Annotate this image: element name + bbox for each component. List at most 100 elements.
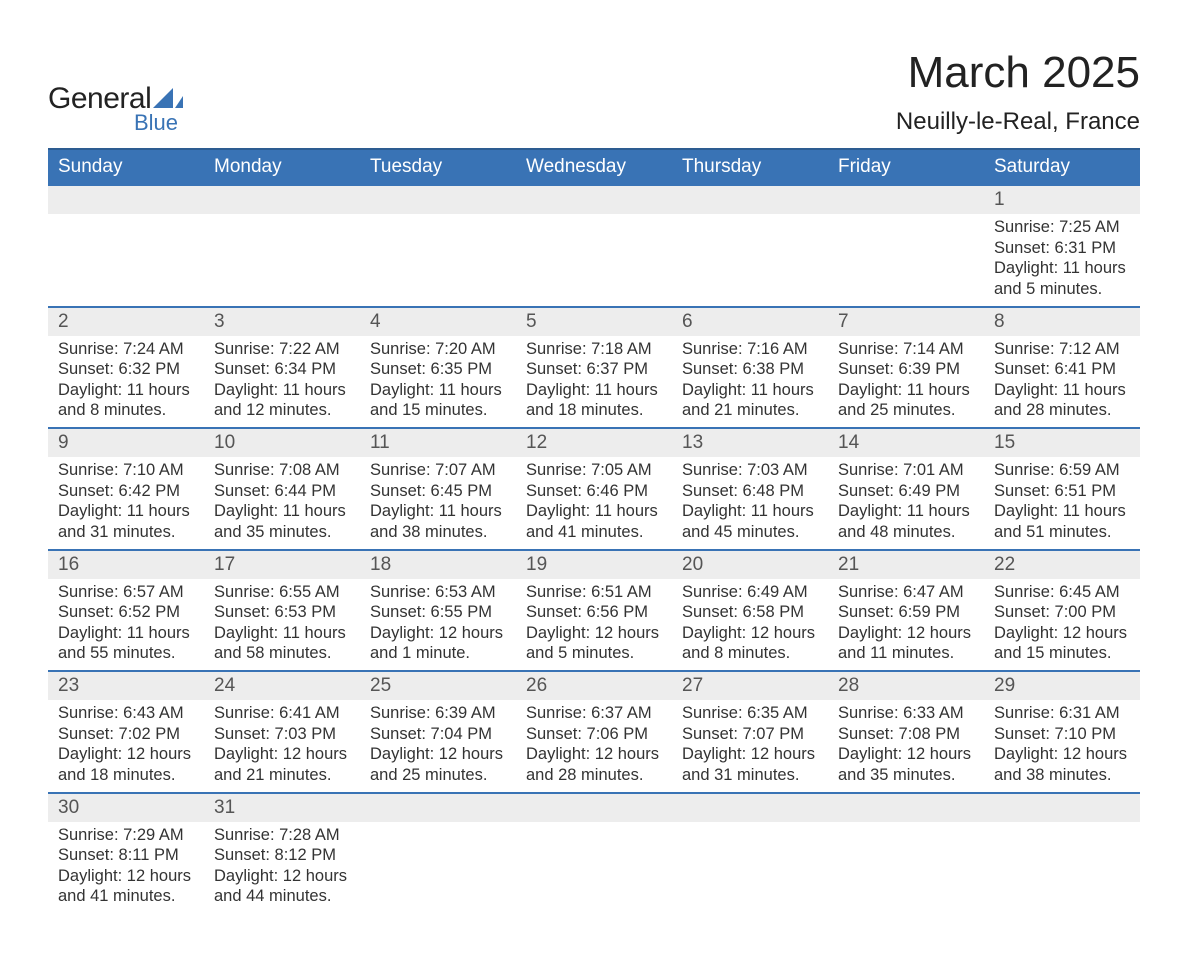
sunset-text: Sunset: 6:31 PM — [994, 238, 1130, 259]
sunrise-text: Sunrise: 6:49 AM — [682, 582, 818, 603]
day-number-cell: 20 — [672, 550, 828, 579]
day-data-cell: Sunrise: 6:49 AMSunset: 6:58 PMDaylight:… — [672, 579, 828, 672]
day-number-cell: 12 — [516, 428, 672, 457]
weekday-header-row: Sunday Monday Tuesday Wednesday Thursday… — [48, 149, 1140, 185]
day-number-cell: 11 — [360, 428, 516, 457]
day-number-cell: 10 — [204, 428, 360, 457]
daylight-text: Daylight: 11 hours and 48 minutes. — [838, 501, 974, 542]
sunrise-text: Sunrise: 6:33 AM — [838, 703, 974, 724]
sunrise-text: Sunrise: 6:43 AM — [58, 703, 194, 724]
sunrise-text: Sunrise: 7:07 AM — [370, 460, 506, 481]
day-data-cell: Sunrise: 6:35 AMSunset: 7:07 PMDaylight:… — [672, 700, 828, 793]
sunset-text: Sunset: 6:45 PM — [370, 481, 506, 502]
sunset-text: Sunset: 6:55 PM — [370, 602, 506, 623]
day-number-cell — [516, 185, 672, 214]
sunrise-text: Sunrise: 6:59 AM — [994, 460, 1130, 481]
day-number-cell: 7 — [828, 307, 984, 336]
sunrise-text: Sunrise: 7:08 AM — [214, 460, 350, 481]
calendar-body: 1 Sunrise: 7:25 AMSunset: 6:31 PMDayligh… — [48, 185, 1140, 913]
weekday-header: Thursday — [672, 149, 828, 185]
day-number-cell: 30 — [48, 793, 204, 822]
day-data-cell — [984, 822, 1140, 914]
day-number-cell — [828, 185, 984, 214]
daylight-text: Daylight: 11 hours and 38 minutes. — [370, 501, 506, 542]
day-data-cell: Sunrise: 6:41 AMSunset: 7:03 PMDaylight:… — [204, 700, 360, 793]
sunrise-text: Sunrise: 6:47 AM — [838, 582, 974, 603]
sunset-text: Sunset: 8:12 PM — [214, 845, 350, 866]
sunset-text: Sunset: 7:08 PM — [838, 724, 974, 745]
daylight-text: Daylight: 12 hours and 38 minutes. — [994, 744, 1130, 785]
month-title: March 2025 — [896, 48, 1140, 98]
sunrise-text: Sunrise: 7:25 AM — [994, 217, 1130, 238]
day-number-cell: 28 — [828, 671, 984, 700]
day-number-cell: 17 — [204, 550, 360, 579]
day-data-cell: Sunrise: 7:25 AMSunset: 6:31 PMDaylight:… — [984, 214, 1140, 307]
sunset-text: Sunset: 6:59 PM — [838, 602, 974, 623]
daylight-text: Daylight: 12 hours and 28 minutes. — [526, 744, 662, 785]
sunrise-text: Sunrise: 7:12 AM — [994, 339, 1130, 360]
day-data-cell — [204, 214, 360, 307]
sunset-text: Sunset: 7:10 PM — [994, 724, 1130, 745]
sunset-text: Sunset: 6:49 PM — [838, 481, 974, 502]
sunset-text: Sunset: 8:11 PM — [58, 845, 194, 866]
daylight-text: Daylight: 11 hours and 31 minutes. — [58, 501, 194, 542]
day-data-cell: Sunrise: 6:51 AMSunset: 6:56 PMDaylight:… — [516, 579, 672, 672]
day-number-cell: 26 — [516, 671, 672, 700]
day-data-cell: Sunrise: 6:47 AMSunset: 6:59 PMDaylight:… — [828, 579, 984, 672]
day-data-cell: Sunrise: 7:28 AMSunset: 8:12 PMDaylight:… — [204, 822, 360, 914]
day-data-cell — [360, 214, 516, 307]
day-data-cell: Sunrise: 6:53 AMSunset: 6:55 PMDaylight:… — [360, 579, 516, 672]
day-data-cell — [48, 214, 204, 307]
day-number-cell — [360, 793, 516, 822]
day-number-cell: 5 — [516, 307, 672, 336]
daynum-row: 2345678 — [48, 307, 1140, 336]
daylight-text: Daylight: 12 hours and 8 minutes. — [682, 623, 818, 664]
sunset-text: Sunset: 7:02 PM — [58, 724, 194, 745]
weekday-header: Monday — [204, 149, 360, 185]
day-data-cell: Sunrise: 7:14 AMSunset: 6:39 PMDaylight:… — [828, 336, 984, 429]
daylight-text: Daylight: 12 hours and 35 minutes. — [838, 744, 974, 785]
sunset-text: Sunset: 7:03 PM — [214, 724, 350, 745]
day-data-row: Sunrise: 7:10 AMSunset: 6:42 PMDaylight:… — [48, 457, 1140, 550]
daylight-text: Daylight: 11 hours and 41 minutes. — [526, 501, 662, 542]
sunset-text: Sunset: 7:06 PM — [526, 724, 662, 745]
day-number-cell: 24 — [204, 671, 360, 700]
daylight-text: Daylight: 11 hours and 8 minutes. — [58, 380, 194, 421]
sunrise-text: Sunrise: 7:29 AM — [58, 825, 194, 846]
daylight-text: Daylight: 12 hours and 41 minutes. — [58, 866, 194, 907]
sunset-text: Sunset: 6:41 PM — [994, 359, 1130, 380]
day-data-cell: Sunrise: 6:57 AMSunset: 6:52 PMDaylight:… — [48, 579, 204, 672]
day-data-cell: Sunrise: 7:24 AMSunset: 6:32 PMDaylight:… — [48, 336, 204, 429]
day-data-cell: Sunrise: 7:16 AMSunset: 6:38 PMDaylight:… — [672, 336, 828, 429]
sunrise-text: Sunrise: 6:41 AM — [214, 703, 350, 724]
sunset-text: Sunset: 7:07 PM — [682, 724, 818, 745]
day-number-cell — [984, 793, 1140, 822]
sunrise-text: Sunrise: 6:57 AM — [58, 582, 194, 603]
day-data-cell: Sunrise: 6:33 AMSunset: 7:08 PMDaylight:… — [828, 700, 984, 793]
day-data-cell: Sunrise: 7:05 AMSunset: 6:46 PMDaylight:… — [516, 457, 672, 550]
sunrise-text: Sunrise: 7:28 AM — [214, 825, 350, 846]
daylight-text: Daylight: 12 hours and 44 minutes. — [214, 866, 350, 907]
day-data-cell — [828, 214, 984, 307]
daylight-text: Daylight: 11 hours and 12 minutes. — [214, 380, 350, 421]
sunrise-text: Sunrise: 6:51 AM — [526, 582, 662, 603]
sunrise-text: Sunrise: 7:01 AM — [838, 460, 974, 481]
weekday-header: Friday — [828, 149, 984, 185]
day-number-cell: 25 — [360, 671, 516, 700]
day-data-cell: Sunrise: 7:08 AMSunset: 6:44 PMDaylight:… — [204, 457, 360, 550]
day-data-row: Sunrise: 6:43 AMSunset: 7:02 PM Daylight:… — [48, 700, 1140, 793]
sunrise-text: Sunrise: 7:18 AM — [526, 339, 662, 360]
day-number-cell: 23 — [48, 671, 204, 700]
day-data-cell: Sunrise: 6:43 AMSunset: 7:02 PMDaylight:… — [48, 700, 204, 793]
day-number-cell: 18 — [360, 550, 516, 579]
weekday-header: Tuesday — [360, 149, 516, 185]
day-data-row: Sunrise: 7:24 AMSunset: 6:32 PMDaylight:… — [48, 336, 1140, 429]
sunset-text: Sunset: 6:39 PM — [838, 359, 974, 380]
daylight-text: Daylight: 11 hours and 45 minutes. — [682, 501, 818, 542]
sunset-text: Sunset: 6:37 PM — [526, 359, 662, 380]
day-number-cell — [672, 793, 828, 822]
day-number-cell: 19 — [516, 550, 672, 579]
sunrise-text: Sunrise: 6:55 AM — [214, 582, 350, 603]
day-data-cell: Sunrise: 6:45 AMSunset: 7:00 PMDaylight:… — [984, 579, 1140, 672]
day-data-cell: Sunrise: 7:01 AMSunset: 6:49 PMDaylight:… — [828, 457, 984, 550]
